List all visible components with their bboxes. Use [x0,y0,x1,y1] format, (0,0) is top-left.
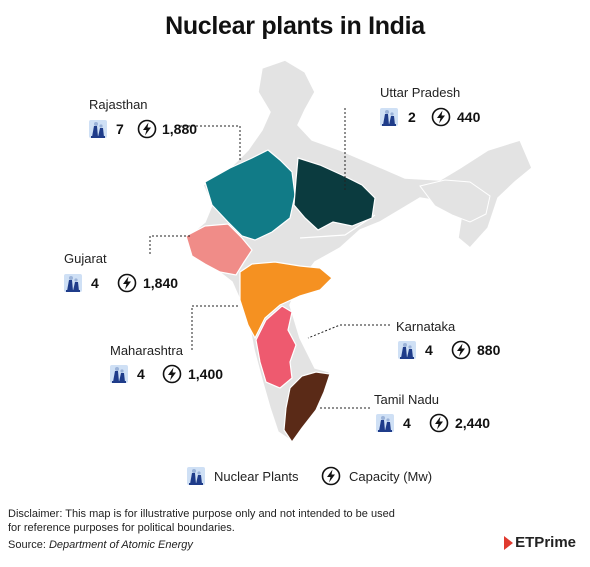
maharashtra-region [239,261,333,340]
uttar-pradesh-plants: 2 [408,109,416,125]
page-title: Nuclear plants in India [165,12,425,40]
gujarat-capacity: 1,840 [143,275,178,291]
nuclear-plant-icon [110,365,128,383]
legend-nuclear-plant-icon [187,467,205,485]
tamil-nadu-label: Tamil Nadu [374,392,439,407]
capacity-bolt-icon [431,107,451,127]
karnataka-plants: 4 [425,342,433,358]
nuclear-plant-icon [376,414,394,432]
source-line: Source: Department of Atomic Energy [8,539,193,551]
capacity-bolt-icon [117,273,137,293]
nuclear-plant-icon [89,120,107,138]
tamil-nadu-plants: 4 [403,415,411,431]
source-prefix: Source: [8,539,46,551]
gujarat-region [185,223,253,276]
tamil-nadu-capacity: 2,440 [455,415,490,431]
capacity-bolt-icon [162,364,182,384]
uttar-pradesh-capacity: 440 [457,109,481,125]
gujarat-plants: 4 [91,275,99,291]
india-map: Rajasthan 7 1,880 Uttar Pradesh 2 440 Gu… [64,59,533,486]
et-logo-icon [504,535,514,550]
maharashtra-plants: 4 [137,366,145,382]
karnataka-label: Karnataka [396,319,456,334]
nuclear-plant-icon [64,274,82,292]
capacity-bolt-icon [137,119,157,139]
rajasthan-plants: 7 [116,121,124,137]
uttar-pradesh-label: Uttar Pradesh [380,85,460,100]
nuclear-plant-icon [398,341,416,359]
capacity-bolt-icon [451,340,471,360]
karnataka-capacity: 880 [477,342,501,358]
uttar-pradesh-region [293,157,376,231]
leader-lines [149,108,390,409]
source-name: Department of Atomic Energy [48,539,193,551]
northeast-region [419,179,491,223]
rajasthan-region [204,149,296,241]
gujarat-label: Gujarat [64,251,107,266]
legend-capacity-label: Capacity (Mw) [349,469,432,484]
capacity-bolt-icon [429,413,449,433]
nuclear-plant-icon [380,108,398,126]
brand-logo: ETPrime [504,534,576,551]
tamil-nadu-region [283,371,331,444]
maharashtra-capacity: 1,400 [188,366,223,382]
legend-capacity-bolt-icon [321,466,341,486]
maharashtra-label: Maharashtra [110,343,184,358]
karnataka-region [255,305,297,389]
rajasthan-label: Rajasthan [89,97,148,112]
rajasthan-capacity: 1,880 [162,121,197,137]
disclaimer-text: Disclaimer: This map is for illustrative… [8,508,395,534]
legend-plants-label: Nuclear Plants [214,469,299,484]
brand-name: ETPrime [515,534,576,551]
